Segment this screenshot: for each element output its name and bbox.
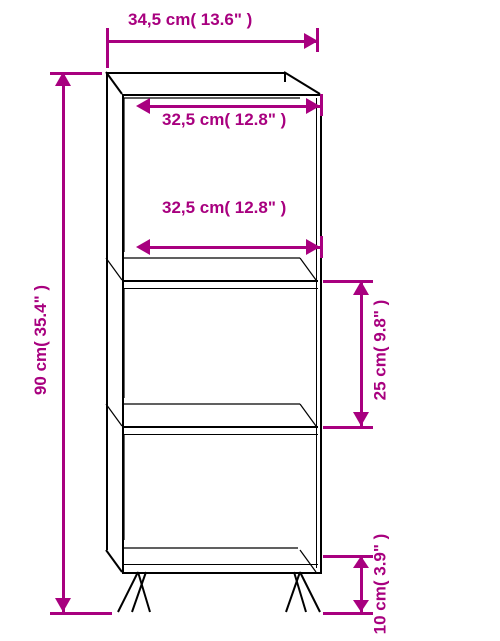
dim-sh-arrow-t — [353, 281, 369, 295]
dim-leg-arrow-t — [353, 556, 369, 568]
cabinet-bottom-inner — [122, 564, 318, 565]
dim-h-arrow-t — [55, 72, 71, 86]
cabinet-inner-right — [316, 98, 317, 568]
shelf-1-front-thk — [122, 288, 318, 289]
cabinet-front-left — [122, 94, 124, 572]
dim-top-width-label: 34,5 cm( 13.6" ) — [128, 10, 252, 30]
dim-top-width-line — [106, 40, 316, 43]
dim-fw2-label: 32,5 cm( 12.8" ) — [162, 198, 286, 218]
dim-sh-label: 25 cm( 9.8" ) — [370, 300, 390, 401]
dim-fw2-tick-r — [320, 236, 323, 258]
dim-sh-tick-b — [323, 426, 373, 429]
dim-h-tick-b — [50, 612, 112, 615]
dim-fw1-tick-r — [320, 94, 323, 116]
dim-fw1-label: 32,5 cm( 12.8" ) — [162, 110, 286, 130]
cabinet-front-bottom — [122, 572, 322, 574]
dim-top-width-arrow-r — [304, 33, 318, 49]
cabinet-diagonals — [0, 0, 500, 641]
shelf-1-front — [122, 280, 318, 282]
dim-sh-line — [360, 280, 363, 426]
dim-leg-tick-b — [323, 612, 373, 615]
shelf-2-front — [122, 426, 318, 428]
dim-leg-label: 10 cm( 3.9" ) — [370, 534, 390, 635]
shelf-2-front-thk — [122, 434, 318, 435]
dim-fw2-arrow-l — [136, 239, 150, 255]
dim-fw1-arrow-l — [136, 98, 150, 114]
dim-fw2-line — [150, 246, 320, 249]
dim-fw1-arrow-r — [306, 98, 320, 114]
dim-top-width-tick-l — [106, 28, 109, 68]
dim-leg-arrow-b — [353, 600, 369, 612]
dim-h-arrow-b — [55, 598, 71, 612]
dim-fw2-arrow-r — [306, 239, 320, 255]
cabinet-front-right — [320, 94, 322, 572]
dim-fw1-line — [150, 105, 320, 108]
dim-sh-arrow-b — [353, 412, 369, 426]
dim-h-line — [62, 72, 65, 612]
dim-h-label: 90 cm( 35.4" ) — [31, 285, 51, 395]
cabinet-front-top — [122, 94, 320, 96]
